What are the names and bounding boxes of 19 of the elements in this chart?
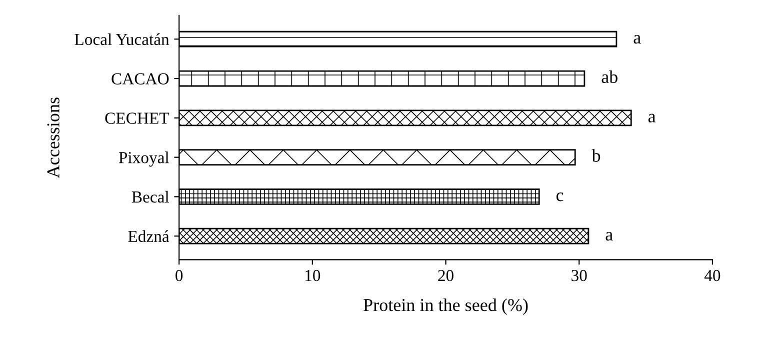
data-label: b — [592, 149, 600, 162]
y-tick-label: Pixoyal — [118, 152, 170, 167]
x-axis-title: Protein in the seed (%) — [364, 298, 528, 315]
y-tick-label: Becal — [132, 190, 170, 203]
y-tick-label: CECHET — [105, 112, 170, 124]
y-tick-label: Local Yucatán — [74, 33, 170, 46]
y-tick-label: Edzná — [128, 230, 170, 242]
x-tick-label: 0 — [176, 270, 183, 282]
x-tick-label: 30 — [572, 270, 587, 282]
data-label: a — [634, 34, 641, 44]
data-label: a — [648, 114, 656, 122]
y-axis-title: Accessions — [47, 98, 60, 178]
data-label: c — [556, 192, 564, 202]
x-tick-label: 40 — [704, 270, 720, 282]
data-label: ab — [602, 70, 618, 84]
x-tick-label: 20 — [438, 270, 454, 282]
data-label: a — [606, 232, 613, 241]
x-tick-label: 10 — [306, 270, 320, 282]
y-tick-label: CACAO — [112, 73, 169, 84]
